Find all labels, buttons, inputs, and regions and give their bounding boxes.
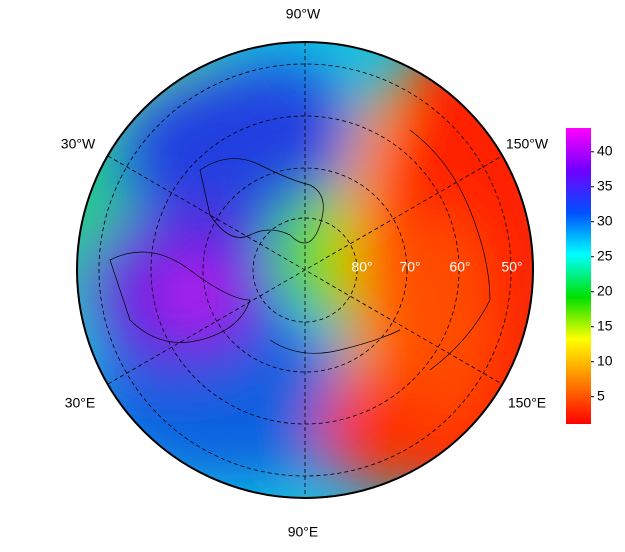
meridian-label: 150°E [508,395,546,411]
colorbar-tick-label: 35 [597,177,613,193]
colorbar-tick-label: 10 [597,352,613,368]
colorbar-tick-label: 20 [597,282,613,298]
colorbar [566,128,591,424]
parallel-label: 80° [351,259,372,275]
colorbar-tick-label: 15 [597,317,613,333]
colorbar-tick-label: 30 [597,212,613,228]
meridian-label: 30°W [61,136,96,152]
colorbar-tick-label: 40 [597,142,613,158]
colorbar-tick-label: 25 [597,247,613,263]
parallel-label: 50° [501,259,522,275]
parallel-label: 70° [399,259,420,275]
parallel-label: 60° [449,259,470,275]
colorbar-tick-label: 5 [597,387,605,403]
meridian-label: 90°E [288,524,319,540]
meridian-label: 90°W [286,6,321,22]
graticule [98,42,512,498]
meridian-label: 150°W [506,136,549,152]
meridian-label: 30°E [65,395,96,411]
map-border [76,41,534,499]
coastlines [109,129,491,371]
